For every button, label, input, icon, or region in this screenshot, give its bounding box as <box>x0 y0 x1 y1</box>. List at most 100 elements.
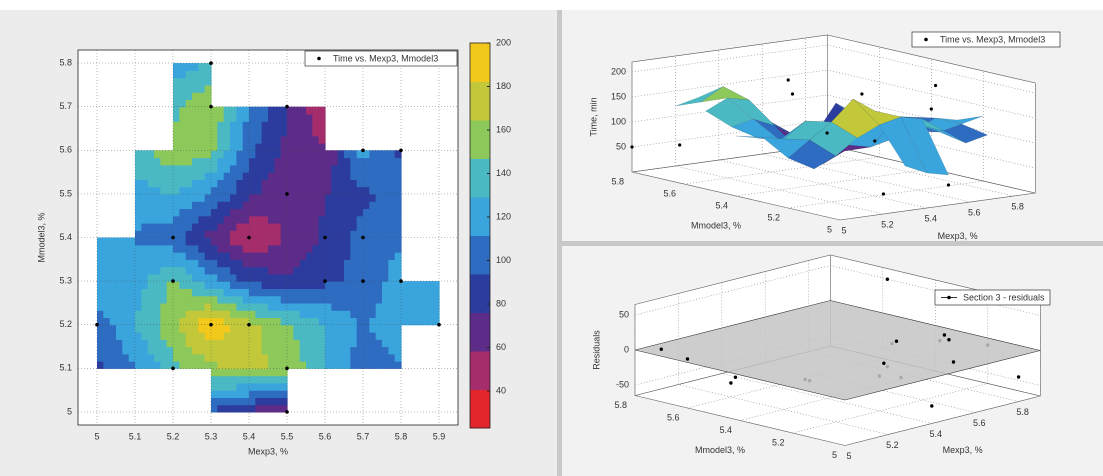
contour-cell <box>223 273 231 282</box>
contour-cell <box>198 172 206 180</box>
contour-cell <box>388 310 396 319</box>
contour-cell <box>173 121 180 130</box>
contour-cell <box>394 186 402 195</box>
contour-cell <box>204 172 212 180</box>
contour-cell <box>280 404 288 413</box>
contour-cell <box>268 339 275 348</box>
contour-cell <box>223 164 231 173</box>
data-point <box>247 235 251 240</box>
contour-cell <box>147 259 155 268</box>
contour-cell <box>242 201 250 210</box>
contour-cell <box>109 324 117 333</box>
contour-cell <box>261 281 269 289</box>
contour-cell <box>211 201 218 210</box>
contour-cell <box>306 186 313 195</box>
contour-cell <box>230 353 237 362</box>
contour-cell <box>173 186 180 195</box>
data-point <box>630 145 634 149</box>
contour-cell <box>198 353 206 362</box>
contour-cell <box>299 266 307 275</box>
grid-line <box>687 358 883 409</box>
contour-cell <box>198 84 206 93</box>
contour-cell <box>211 281 218 289</box>
contour-cell <box>185 346 193 355</box>
contour-cell <box>122 295 130 304</box>
contour-cell <box>255 193 263 202</box>
contour-cell <box>388 150 396 159</box>
contour-cell <box>255 157 263 166</box>
contour-cell <box>135 244 142 253</box>
contour-cell <box>147 230 155 239</box>
contour-cell <box>261 143 269 151</box>
contour-cell <box>141 215 149 224</box>
contour-cell <box>192 208 199 217</box>
data-point <box>929 107 933 111</box>
contour-cell <box>198 215 206 224</box>
contour-cell <box>344 324 351 333</box>
contour-cell <box>211 106 218 115</box>
contour-cell <box>97 317 104 326</box>
contour-cell <box>198 230 206 239</box>
contour-cell <box>299 186 307 195</box>
contour-cell <box>388 259 396 268</box>
contour-cell <box>141 310 149 319</box>
contour-cell <box>185 113 193 122</box>
contour-cell <box>306 208 313 217</box>
contour-cell <box>204 281 212 289</box>
contour-cell <box>280 375 288 384</box>
contour-cell <box>128 244 136 253</box>
contour-cell <box>350 237 358 246</box>
contour-cell <box>287 266 294 275</box>
contour-cell <box>255 382 263 391</box>
contour-cell <box>344 353 351 362</box>
contour-cell <box>230 172 237 180</box>
contour-cell <box>382 361 389 369</box>
contour-cell <box>318 215 326 224</box>
contour-cell <box>312 143 320 151</box>
contour-cell <box>135 295 142 304</box>
contour-cell <box>154 339 161 348</box>
contour-cell <box>135 317 142 326</box>
colorbar-band <box>470 351 490 390</box>
contour-cell <box>173 201 180 210</box>
contour-cell <box>350 361 358 369</box>
contour-cell <box>109 237 117 246</box>
contour-cell <box>141 252 149 260</box>
contour-cell <box>141 339 149 348</box>
contour-cell <box>236 230 244 239</box>
contour-cell <box>97 266 104 275</box>
contour-cell <box>173 361 180 369</box>
contour-cell <box>299 172 307 180</box>
contour-cell <box>312 135 320 144</box>
contour-cell <box>166 237 174 246</box>
contour-cell <box>230 252 237 260</box>
contour-cell <box>185 208 193 217</box>
contour-cell <box>236 201 244 210</box>
colorbar-tick-label: 180 <box>496 81 511 91</box>
contour-cell <box>141 222 149 231</box>
contour-cell <box>293 302 301 311</box>
contour-cell <box>356 208 364 217</box>
contour-cell <box>369 317 377 326</box>
contour-cell <box>375 215 383 224</box>
contour-cell <box>166 339 174 348</box>
contour-cell <box>160 273 168 282</box>
contour-cell <box>249 382 256 391</box>
contour-cell <box>388 295 396 304</box>
contour-cell <box>293 193 301 202</box>
x-tick-label: 5.4 <box>930 429 943 439</box>
contour-cell <box>394 252 402 260</box>
contour-cell <box>236 324 244 333</box>
contour-cell <box>236 186 244 195</box>
contour-cell <box>375 150 383 159</box>
contour-cell <box>198 302 206 311</box>
contour-cell <box>268 361 275 369</box>
contour-cell <box>179 99 187 108</box>
contour-cell <box>325 317 332 326</box>
contour-cell <box>312 295 320 304</box>
contour-cell <box>344 252 351 260</box>
contour-cell <box>154 266 161 275</box>
contour-cell <box>331 346 339 355</box>
contour-cell <box>217 310 225 319</box>
contour-cell <box>306 331 313 340</box>
